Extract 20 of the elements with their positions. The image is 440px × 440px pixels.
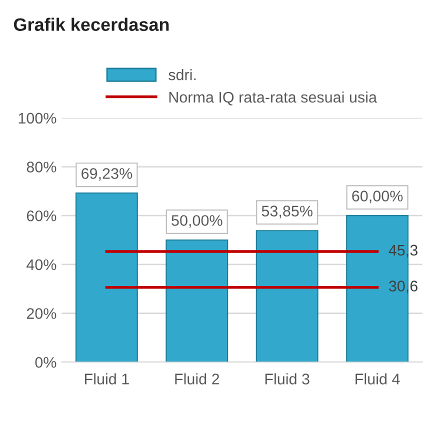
- x-tick-label: Fluid 2: [175, 373, 220, 384]
- chart-title: Grafik kecerdasan: [14, 18, 169, 31]
- y-tick-label: 80%: [26, 162, 56, 172]
- x-tick-label: Fluid 4: [356, 373, 400, 384]
- x-tick-label: Fluid 3: [265, 373, 310, 384]
- y-tick-label: 0%: [35, 356, 56, 368]
- y-tick-label: 40%: [26, 259, 56, 270]
- bar: [256, 230, 318, 362]
- data-label: 60,00%: [352, 190, 403, 204]
- x-tick-label: Fluid 1: [85, 373, 129, 384]
- data-label: 69,23%: [82, 168, 132, 181]
- bar: [75, 192, 138, 362]
- y-tick-label: 20%: [26, 308, 56, 319]
- y-tick-label: 100%: [18, 112, 56, 124]
- legend-label: sdri.: [168, 69, 196, 80]
- y-tick-label: 60%: [26, 210, 56, 222]
- bar: [166, 239, 228, 362]
- data-label: 53,85%: [262, 206, 312, 218]
- legend-label: Norma IQ rata-rata sesuai usia: [169, 91, 377, 106]
- data-label: 50,00%: [172, 215, 222, 228]
